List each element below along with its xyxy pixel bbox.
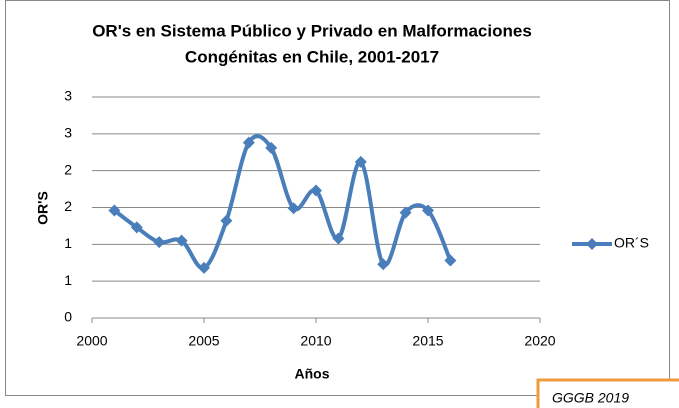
data-point (377, 258, 390, 271)
legend-label: OR´S (614, 235, 649, 251)
y-tick-label: 0 (64, 309, 72, 325)
annotation-box (536, 378, 679, 408)
data-point (198, 261, 210, 274)
x-tick-label: 2015 (412, 333, 443, 349)
data-point (332, 232, 345, 245)
chart-title: OR's en Sistema Público y Privado en Mal… (92, 21, 532, 40)
annotation: GGGB 2019 (552, 390, 629, 406)
data-point (130, 221, 143, 234)
y-axis-label: OR'S (35, 191, 51, 225)
data-point (354, 155, 367, 168)
chart-title: Congénitas en Chile, 2001-2017 (185, 47, 439, 66)
y-tick-label: 1 (64, 235, 72, 251)
data-point (399, 206, 412, 219)
x-tick-label: 2000 (76, 333, 107, 349)
data-point (175, 234, 188, 247)
y-tick-label: 2 (64, 198, 72, 214)
data-point (153, 236, 166, 249)
series-line (113, 134, 453, 270)
x-axis-label: Años (295, 366, 330, 382)
data-point (422, 204, 434, 217)
data-point (444, 254, 457, 267)
data-point (242, 136, 255, 149)
y-tick-label: 1 (64, 272, 72, 288)
data-point (220, 214, 233, 227)
y-tick-label: 2 (64, 161, 72, 177)
data-point (108, 204, 121, 217)
chart-border (5, 0, 670, 396)
x-tick-label: 2020 (524, 333, 555, 349)
data-point (287, 202, 300, 215)
data-point (310, 184, 322, 197)
y-tick-label: 3 (64, 125, 72, 141)
x-tick-label: 2010 (300, 333, 331, 349)
x-tick-label: 2005 (188, 333, 219, 349)
data-point (265, 141, 278, 154)
legend-marker (586, 238, 598, 250)
y-tick-label: 3 (64, 88, 72, 104)
